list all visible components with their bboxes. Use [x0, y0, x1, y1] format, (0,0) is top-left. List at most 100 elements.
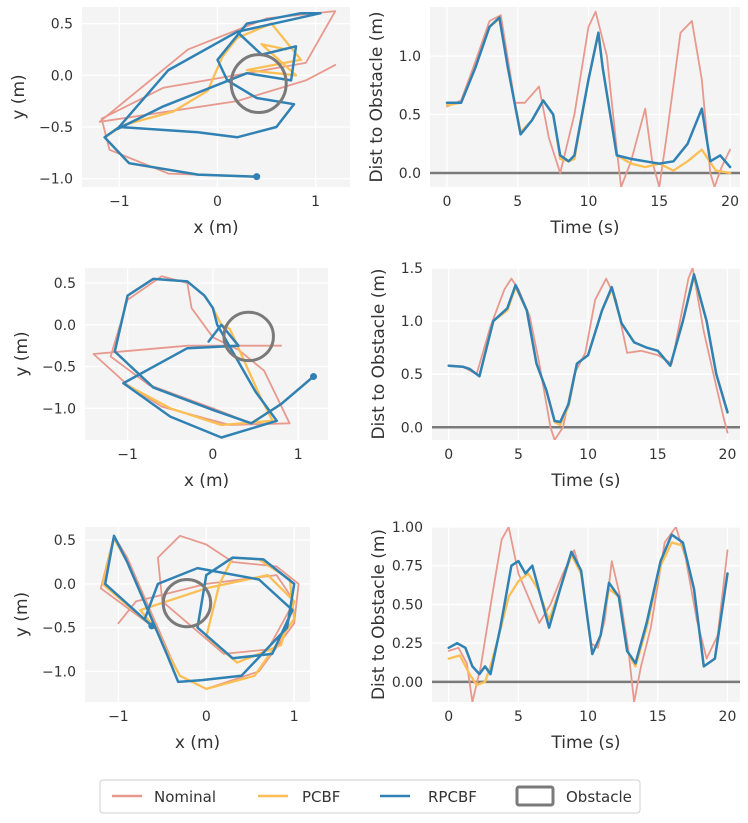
y-axis-label: y (m) — [9, 74, 29, 119]
x-tick-label: 5 — [514, 447, 523, 463]
y-tick-label: 0.25 — [392, 636, 423, 652]
x-tick-label: 0 — [202, 709, 211, 725]
y-tick-label: 0.5 — [54, 533, 76, 549]
x-tick-label: 0 — [444, 709, 453, 725]
x-axis-label: Time (s) — [550, 733, 620, 753]
legend: Nominal PCBF RPCBF Obstacle — [99, 779, 641, 814]
y-tick-label: −0.5 — [39, 120, 73, 136]
y-tick-label: 1.5 — [401, 261, 423, 277]
y-tick-label: 0.75 — [392, 559, 423, 575]
y-tick-label: −1.0 — [42, 401, 76, 417]
x-axis-label: Time (s) — [550, 471, 620, 491]
series-line-nominal — [99, 534, 300, 690]
y-axis-label: Dist to Obstacle (m) — [369, 268, 389, 439]
x-tick-label: −1 — [109, 194, 130, 210]
y-tick-label: −1.0 — [39, 172, 73, 188]
legend-label-rpcbf: RPCBF — [428, 788, 477, 806]
plot-background — [432, 268, 740, 440]
y-tick-label: 1.00 — [392, 520, 423, 536]
plot-area — [432, 527, 740, 702]
x-tick-label: 1 — [311, 194, 320, 210]
x-axis-label: x (m) — [175, 733, 220, 753]
x-tick-label: 20 — [721, 194, 739, 210]
x-tick-label: 15 — [649, 709, 667, 725]
x-tick-label: 5 — [513, 194, 522, 210]
y-tick-label: 0.50 — [392, 597, 423, 613]
chart-panel-3: −1 0 1 0.5 0.0 −0.5 −1.0 x (m) y (m) — [12, 268, 328, 491]
series-line-rpcbf — [447, 533, 729, 676]
y-tick-label: −0.5 — [42, 621, 76, 637]
x-tick-label: 5 — [514, 709, 523, 725]
x-tick-label: 15 — [649, 447, 667, 463]
x-tick-label: 15 — [650, 194, 668, 210]
chart-panel-4: 0 5 10 15 20 0.0 0.5 1.0 1.5 Time (s) Dist to Obst… — [369, 261, 740, 491]
series-line-rpcbf — [103, 11, 322, 178]
plot-area — [98, 10, 337, 181]
y-tick-label: 0.0 — [54, 577, 76, 593]
chart-panel-5: −1 0 1 0.5 0.0 −0.5 −1.0 x (m) y (m) — [12, 527, 310, 753]
series-line-nominal — [98, 10, 337, 178]
x-tick-label: 0 — [208, 447, 217, 463]
y-tick-label: 0.5 — [399, 108, 421, 124]
series-line-rpcbf — [445, 16, 732, 169]
plot-area — [99, 534, 300, 691]
x-tick-label: 1 — [290, 709, 299, 725]
y-axis-label: y (m) — [12, 331, 32, 376]
y-tick-label: 0.0 — [51, 68, 73, 84]
series-line-nominal — [446, 10, 731, 187]
x-tick-label: 0 — [443, 194, 452, 210]
series-line-rpcbf — [103, 534, 296, 684]
y-tick-label: 0.0 — [399, 166, 421, 182]
y-tick-label: −0.5 — [42, 360, 76, 376]
chart-panel-1: −1 0 1 0.5 0.0 −0.5 −1.0 x (m) y (m) — [9, 7, 350, 238]
chart-panels: −1 0 10.50.0−0.5−1.0x (m)y (m)0 5 10 15 200.00… — [9, 7, 740, 753]
start-point-marker — [253, 173, 261, 181]
plot-area — [432, 268, 740, 440]
obstacle-circle — [161, 578, 213, 629]
x-tick-label: 10 — [580, 194, 598, 210]
series-line-nominal — [447, 268, 729, 440]
y-axis-label: Dist to Obstacle (m) — [367, 11, 387, 182]
y-tick-label: 0.5 — [54, 276, 76, 292]
legend-swatch-obstacle — [515, 785, 555, 807]
legend-frame — [99, 779, 641, 814]
y-tick-label: 0.5 — [51, 17, 73, 33]
legend-label-nominal: Nominal — [154, 788, 216, 806]
y-tick-label: 1.0 — [401, 314, 423, 330]
x-tick-label: −1 — [108, 709, 129, 725]
plot-background — [82, 7, 350, 187]
obstacle-circle — [229, 53, 288, 115]
legend-label-pcbf: PCBF — [302, 788, 340, 806]
series-line-rpcbf — [447, 273, 729, 424]
y-tick-label: 0.0 — [401, 420, 423, 436]
series-line-rpcbf — [113, 277, 315, 439]
y-axis-label: Dist to Obstacle (m) — [369, 529, 389, 700]
plot-area — [92, 275, 318, 439]
x-tick-label: 10 — [579, 447, 597, 463]
y-tick-label: 0.00 — [392, 675, 423, 691]
chart-panel-2: 0 5 10 15 20 0.0 0.5 1.0 Time (s) Dist to Obstacl… — [367, 7, 740, 238]
x-axis-label: x (m) — [184, 471, 229, 491]
y-tick-label: 0.0 — [54, 318, 76, 334]
start-point-marker — [310, 373, 318, 381]
x-tick-label: 1 — [294, 447, 303, 463]
x-axis-label: x (m) — [193, 218, 238, 238]
plot-area — [430, 10, 740, 187]
legend-label-obstacle: Obstacle — [566, 788, 632, 806]
y-tick-label: 0.5 — [401, 367, 423, 383]
x-tick-label: 0 — [444, 447, 453, 463]
start-point-marker — [148, 622, 156, 630]
y-tick-label: 1.0 — [399, 49, 421, 65]
x-tick-label: 20 — [719, 709, 737, 725]
x-tick-label: 20 — [719, 447, 737, 463]
x-tick-label: 10 — [579, 709, 597, 725]
y-tick-label: −1.0 — [42, 664, 76, 680]
plot-background — [85, 268, 328, 440]
x-axis-label: Time (s) — [549, 218, 619, 238]
chart-panel-6: 0 5 10 15 20 0.00 0.25 0.50 0.75 1.00 Time (s) Dist… — [369, 520, 740, 753]
y-axis-label: y (m) — [12, 592, 32, 637]
obstacle-circle — [222, 310, 275, 363]
x-tick-label: −1 — [117, 447, 138, 463]
plot-background — [85, 527, 310, 702]
